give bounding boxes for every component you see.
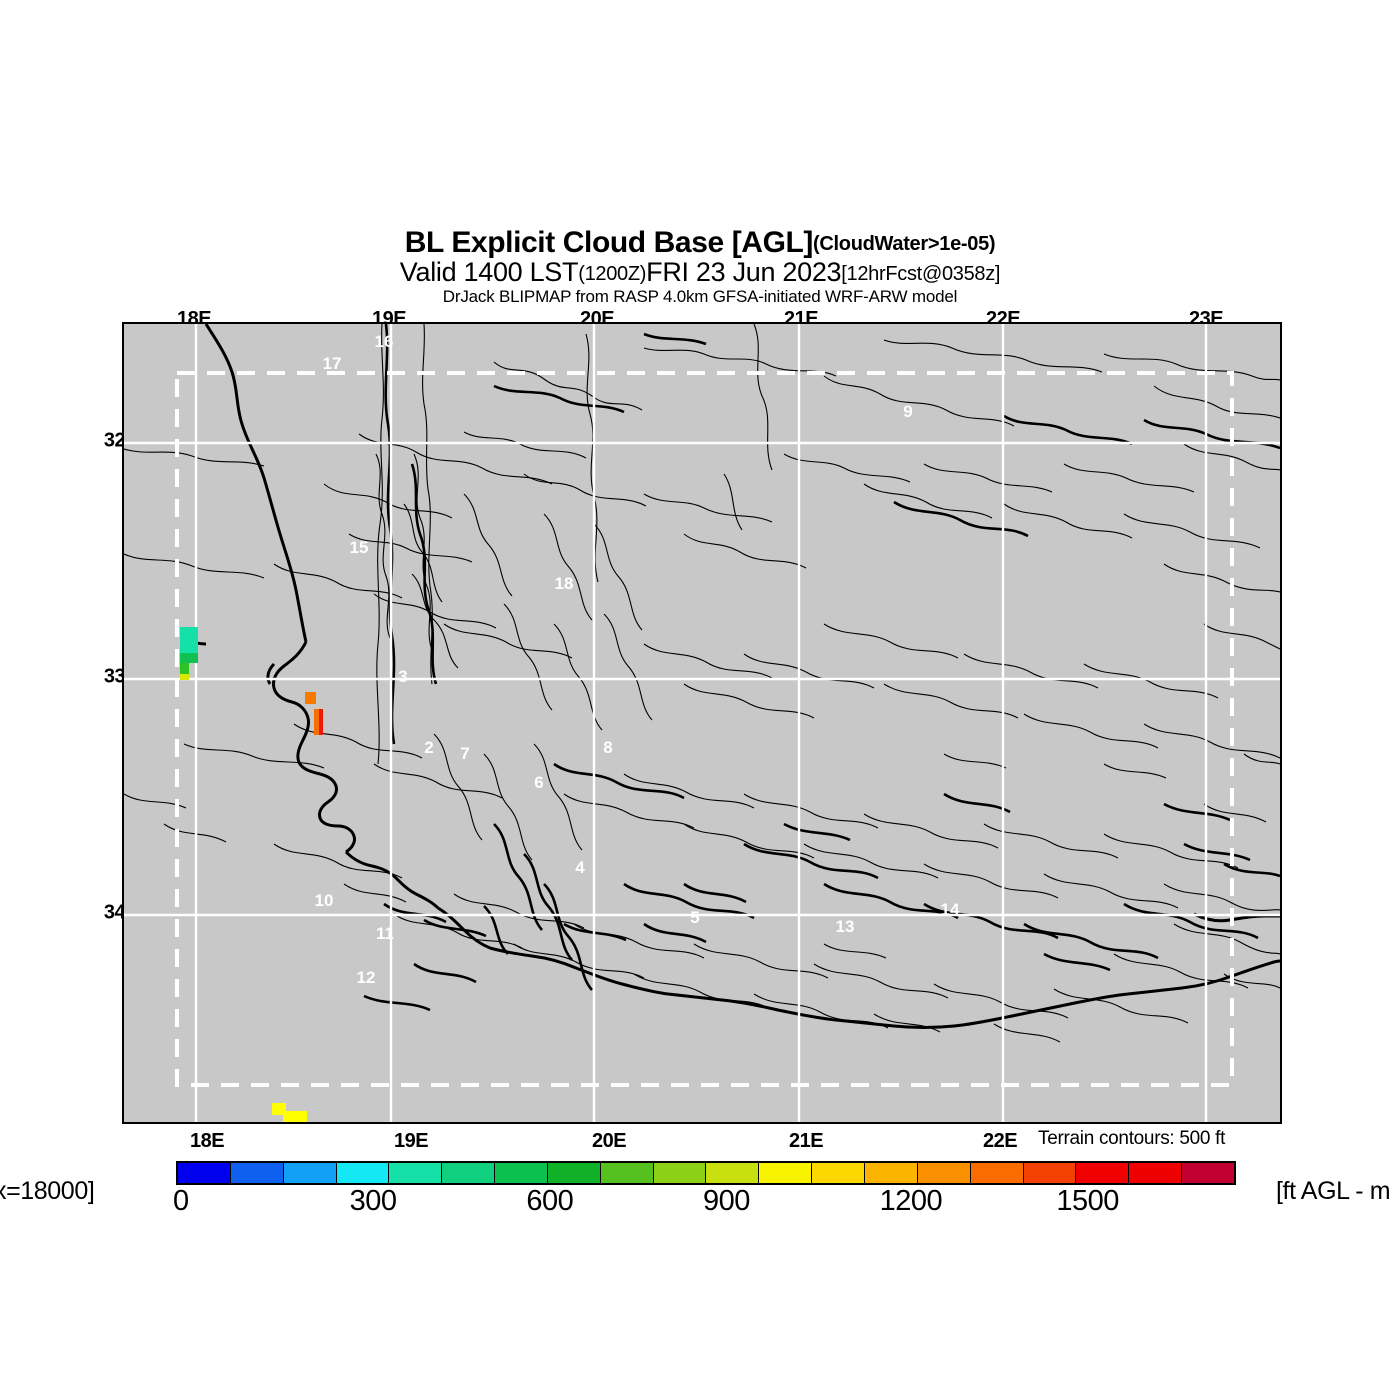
colorbar-band-1 [230,1163,284,1183]
station-label-14: 14 [940,900,960,919]
station-label-13: 13 [835,917,855,936]
terrain-contour-note: Terrain contours: 500 ft [1038,1128,1226,1149]
colorbar-band-2 [283,1163,337,1183]
station-label-18: 18 [554,574,574,593]
cloud-base-cell [314,709,319,735]
colorbar[interactable] [176,1161,1236,1185]
colorbar-band-0 [178,1163,231,1183]
cloud-base-cell [180,663,189,677]
colorbar-band-15 [970,1163,1024,1183]
colorbar-tick-0: 0 [173,1185,189,1217]
station-label-3: 3 [398,667,408,686]
lon-label-bottom-20E: 20E [591,1130,627,1152]
colorbar-band-12 [812,1163,865,1183]
forecast-map[interactable]: 17 16 9 15 18 3 2 8 7 6 4 10 11 14 5 13 12 [122,322,1282,1124]
colorbar-band-4 [389,1163,443,1183]
terrain-contours-thin [124,324,1280,1043]
station-label-15: 15 [349,538,369,557]
lon-label-bottom-21E: 21E [788,1130,824,1152]
cloud-base-cell [283,1111,307,1122]
cloud-base-cell [305,692,316,704]
colorbar-band-18 [1129,1163,1183,1183]
colorbar-band-8 [600,1163,654,1183]
valid-date-label: FRI 23 Jun 2023 [646,257,842,287]
cloud-base-cell [180,627,198,653]
station-label-11: 11 [376,924,394,943]
cloud-base-cell [272,1103,286,1115]
colorbar-band-14 [917,1163,971,1183]
lon-label-bottom-19E: 19E [393,1130,429,1152]
colorbar-band-17 [1076,1163,1130,1183]
model-source-label: DrJack BLIPMAP from RASP 4.0km GFSA-init… [442,287,958,306]
graticule-lines [124,324,1280,1122]
colorbar-band-7 [547,1163,601,1183]
coastline [182,324,1280,1029]
colorbar-band-10 [706,1163,760,1183]
colorbar-band-13 [864,1163,918,1183]
title-line-primary: BL Explicit Cloud Base [AGL](CloudWater>… [0,228,1400,258]
colorbar-band-3 [336,1163,390,1183]
colorbar-tick-1500: 1500 [1056,1185,1119,1217]
colorbar-band-6 [495,1163,548,1183]
station-label-17: 17 [322,354,342,373]
lon-label-bottom-18E: 18E [189,1130,225,1152]
colorbar-units-note: [ft AGL - m [1276,1177,1391,1205]
colorbar-max-note: x=18000] [0,1177,95,1205]
lon-label-bottom-22E: 22E [982,1130,1018,1152]
colorbar-tick-1200: 1200 [879,1185,943,1217]
title-qualifier: (CloudWater>1e-05) [813,233,996,255]
station-label-9: 9 [903,402,913,421]
valid-time-zulu: (1200Z) [578,263,647,285]
station-label-6: 6 [534,773,544,792]
colorbar-band-9 [653,1163,707,1183]
terrain-contours-bold [363,324,1280,1012]
colorbar-tick-300: 300 [349,1185,397,1217]
station-label-5: 5 [690,908,700,927]
station-label-10: 10 [314,891,334,910]
model-domain-boundary [175,371,1234,1087]
station-label-12: 12 [356,968,376,987]
station-label-16: 16 [374,332,394,351]
colorbar-band-11 [759,1163,813,1183]
chart-title-block: BL Explicit Cloud Base [AGL](CloudWater>… [0,228,1400,306]
title-line-valid: Valid 1400 LST(1200Z)FRI 23 Jun 2023[12h… [0,259,1400,286]
colorbar-tick-900: 900 [703,1185,750,1217]
station-label-7: 7 [460,744,470,763]
map-canvas [124,324,1280,1122]
station-label-8: 8 [603,738,613,757]
colorbar-band-19 [1182,1163,1234,1183]
cloud-base-cell [180,674,189,680]
colorbar-tick-labels: 0 300 600 900 1200 1500 [173,1185,1236,1221]
page-title: BL Explicit Cloud Base [AGL] [404,226,814,259]
colorbar-band-5 [442,1163,496,1183]
valid-time-label: Valid 1400 LST [399,257,579,287]
colorbar-band-16 [1023,1163,1077,1183]
station-label-2: 2 [424,738,434,757]
forecast-tag-label: [12hrFcst@0358z] [841,263,1001,285]
station-label-4: 4 [575,858,585,877]
cloud-base-cell [180,653,198,663]
colorbar-tick-600: 600 [526,1185,574,1217]
